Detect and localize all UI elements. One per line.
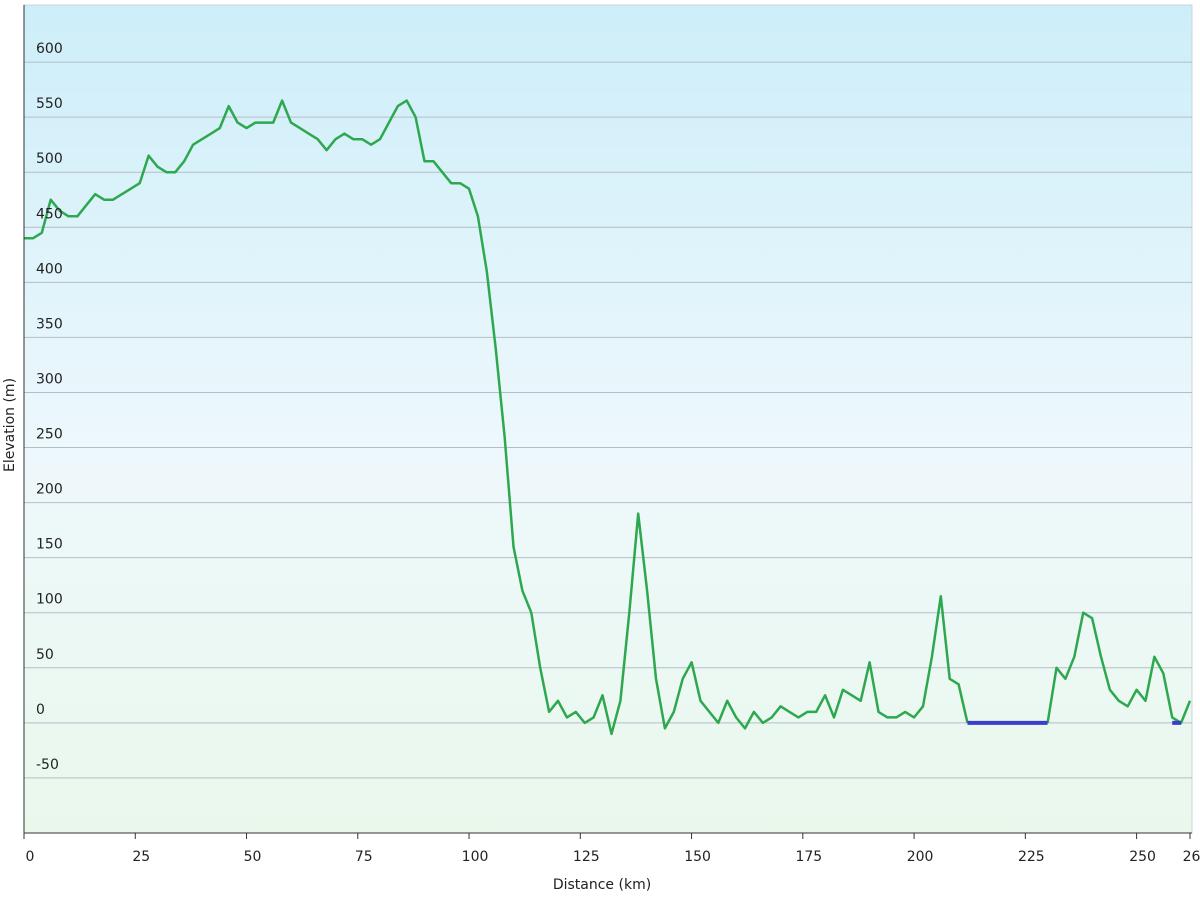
y-tick-label: 100 [36,592,63,608]
x-tick-label: 125 [573,849,600,865]
x-tick-label: 150 [684,849,711,865]
y-tick-label: 600 [36,41,63,57]
x-tick-label: 175 [795,849,822,865]
y-tick-label: 0 [36,702,45,718]
y-tick-label: 200 [36,482,63,498]
x-tick-label: 225 [1018,849,1045,865]
plot-area [23,4,1193,834]
x-tick-label: 262 [1183,849,1200,865]
y-tick-label: -50 [36,757,59,773]
y-tick-label: 250 [36,427,63,443]
y-tick-label: 450 [36,206,63,222]
x-tick-label: 100 [462,849,489,865]
y-tick-label: 150 [36,537,63,553]
y-axis-title: Elevation (m) [2,378,18,472]
x-tick-label: 200 [907,849,934,865]
x-tick-label: 25 [132,849,150,865]
y-tick-label: 350 [36,316,63,332]
x-tick-label: 50 [244,849,262,865]
y-tick-label: 50 [36,647,54,663]
y-tick-label: 300 [36,371,63,387]
y-tick-label: 500 [36,151,63,167]
x-tick-label: 0 [26,849,35,865]
x-axis-title: Distance (km) [553,877,651,893]
y-tick-label: 550 [36,96,63,112]
y-tick-label: 400 [36,261,63,277]
x-tick-label: 75 [355,849,373,865]
x-tick-label: 250 [1129,849,1156,865]
elevation-line [24,99,1192,736]
